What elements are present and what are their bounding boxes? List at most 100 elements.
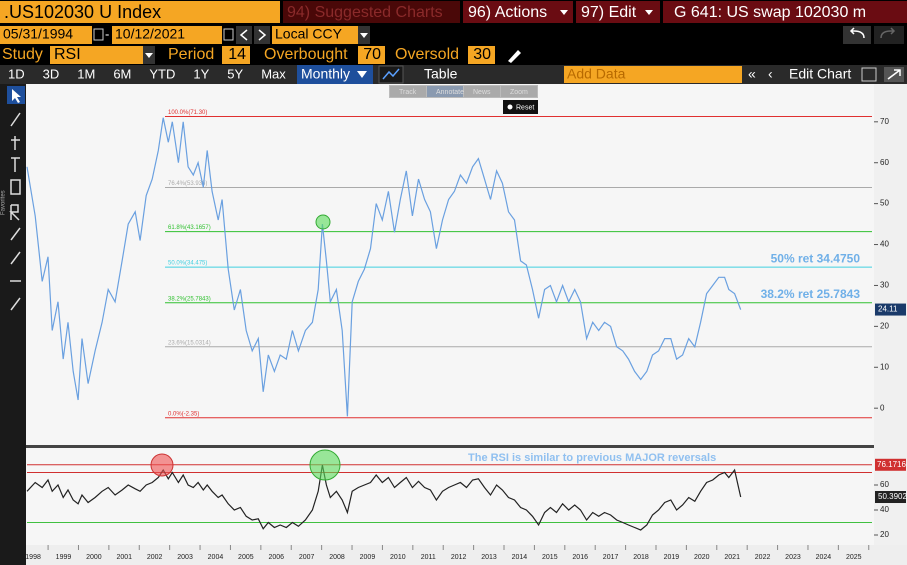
x-tick-label: 2011	[421, 554, 436, 561]
redo-button[interactable]	[874, 26, 904, 44]
level-label: 61.8%(43.1657)	[168, 225, 211, 231]
x-tick-label: 2004	[208, 554, 224, 561]
range-button[interactable]: 1Y	[193, 66, 209, 81]
chart-type-icon	[382, 68, 400, 80]
text-tool[interactable]	[11, 136, 20, 150]
price-panel	[26, 84, 874, 445]
currency-box[interactable]	[272, 26, 358, 44]
period: 14	[228, 46, 246, 63]
level-label: 50.0%(34.475)	[168, 261, 207, 267]
favorites-label: Favorites	[1, 190, 7, 215]
tool-icons	[9, 112, 21, 311]
study-box[interactable]	[50, 46, 143, 64]
table-button[interactable]: Table	[424, 66, 458, 82]
reset-icon	[507, 104, 513, 110]
x-tick-label: 2009	[360, 554, 376, 561]
redo-icon	[880, 27, 896, 39]
level-label: 0.0%(-2.35)	[168, 411, 199, 417]
level-label: 38.2%(25.7843)	[168, 296, 211, 302]
tool-button[interactable]	[427, 86, 463, 97]
dash: -	[105, 26, 109, 41]
calendar-icon[interactable]	[93, 28, 104, 41]
frequency-button[interactable]	[297, 65, 373, 84]
title: G 641: US swap 102030 m	[674, 4, 866, 21]
edit-button[interactable]	[576, 1, 660, 23]
range-button[interactable]: 1M	[77, 66, 95, 81]
tool-button[interactable]	[501, 86, 537, 97]
prev-button[interactable]	[236, 26, 252, 44]
edit-icon[interactable]	[861, 67, 877, 82]
start-date-box[interactable]	[0, 26, 92, 44]
edit-chart[interactable]: Edit Chart	[789, 66, 851, 82]
x-tick-label: 2017	[603, 554, 619, 561]
oversold-label: Oversold	[395, 46, 459, 63]
pencil-icon[interactable]	[508, 50, 521, 63]
x-tick-label: 2003	[177, 554, 193, 561]
end-date: 10/12/2021	[115, 26, 185, 42]
tools: Track Annotate News Zoom	[390, 86, 537, 97]
x-tick-label: 1998	[25, 554, 41, 561]
undo-button[interactable]	[843, 26, 871, 44]
y-tick-label: 30	[880, 281, 889, 290]
back-icon[interactable]: ‹	[768, 66, 773, 82]
level-label: 100.0%(71.30)	[168, 110, 207, 116]
range-button[interactable]: Max	[261, 66, 286, 81]
side-toolbar	[0, 84, 26, 565]
price-tool[interactable]	[11, 157, 20, 172]
actions-button[interactable]	[463, 1, 573, 23]
range-button[interactable]: 3D	[43, 66, 60, 81]
x-tick-label: 2019	[664, 554, 680, 561]
oversold: 30	[473, 46, 491, 63]
x-tick-label: 2013	[481, 554, 497, 561]
x-tick-label: 2001	[116, 554, 132, 561]
y-tick-label: 40	[880, 505, 889, 514]
plot: 0 10 20 30 40 50 60 70 1998 1999 2000 2001 2002 2003 2…	[25, 110, 907, 561]
x-tick-label: 1999	[56, 554, 72, 561]
period-box[interactable]	[222, 46, 250, 64]
x-tick-label: 2006	[268, 554, 284, 561]
level-value: 76.1716	[877, 460, 906, 469]
y-tick-label: 20	[880, 530, 889, 539]
last-value-badge	[875, 303, 906, 316]
reset-button[interactable]	[503, 100, 538, 114]
actions: 96) Actions	[468, 4, 547, 21]
ray-tool[interactable]	[10, 251, 21, 265]
range-button[interactable]: 1D	[8, 66, 25, 81]
end-date-box[interactable]	[112, 26, 222, 44]
retracement-tool[interactable]	[9, 204, 20, 221]
series-line	[26, 117, 742, 417]
tool-button[interactable]	[390, 86, 426, 97]
trend-tool[interactable]	[10, 227, 21, 241]
range-button[interactable]: 5Y	[227, 66, 243, 81]
security: .US102030 U Index	[4, 2, 161, 22]
collapse-icon[interactable]: «	[748, 66, 756, 82]
overbought-box[interactable]	[358, 46, 385, 64]
calendar-icon[interactable]	[223, 28, 234, 41]
oversold-box[interactable]	[468, 46, 495, 64]
range-button[interactable]: 6M	[113, 66, 131, 81]
expand-icon	[887, 69, 901, 80]
suggested: 94) Suggested Charts	[287, 4, 443, 21]
series-line	[26, 464, 742, 531]
y-tick-label: 60	[880, 480, 889, 489]
y-tick-label: 10	[880, 362, 889, 371]
add-data-box[interactable]	[564, 66, 742, 83]
channel-tool[interactable]	[10, 297, 21, 311]
dropdown-arrow	[645, 10, 653, 15]
line-tool[interactable]	[10, 112, 21, 127]
dropdown-arrow	[145, 53, 153, 58]
y-tick-label: 60	[880, 158, 889, 167]
security-box[interactable]	[0, 1, 280, 23]
x-tick-label: 2015	[542, 554, 558, 561]
suggested-button[interactable]	[283, 1, 460, 23]
panel-divider	[26, 445, 907, 448]
y-tick-label: 70	[880, 117, 889, 126]
highlight-circle	[309, 449, 341, 481]
bar-tool[interactable]	[10, 179, 21, 195]
tool-button[interactable]	[464, 86, 500, 97]
tool-strip	[389, 85, 538, 98]
next-button[interactable]	[254, 26, 270, 44]
x-tick-label: 2016	[572, 554, 588, 561]
range-button[interactable]: YTD	[149, 66, 175, 81]
